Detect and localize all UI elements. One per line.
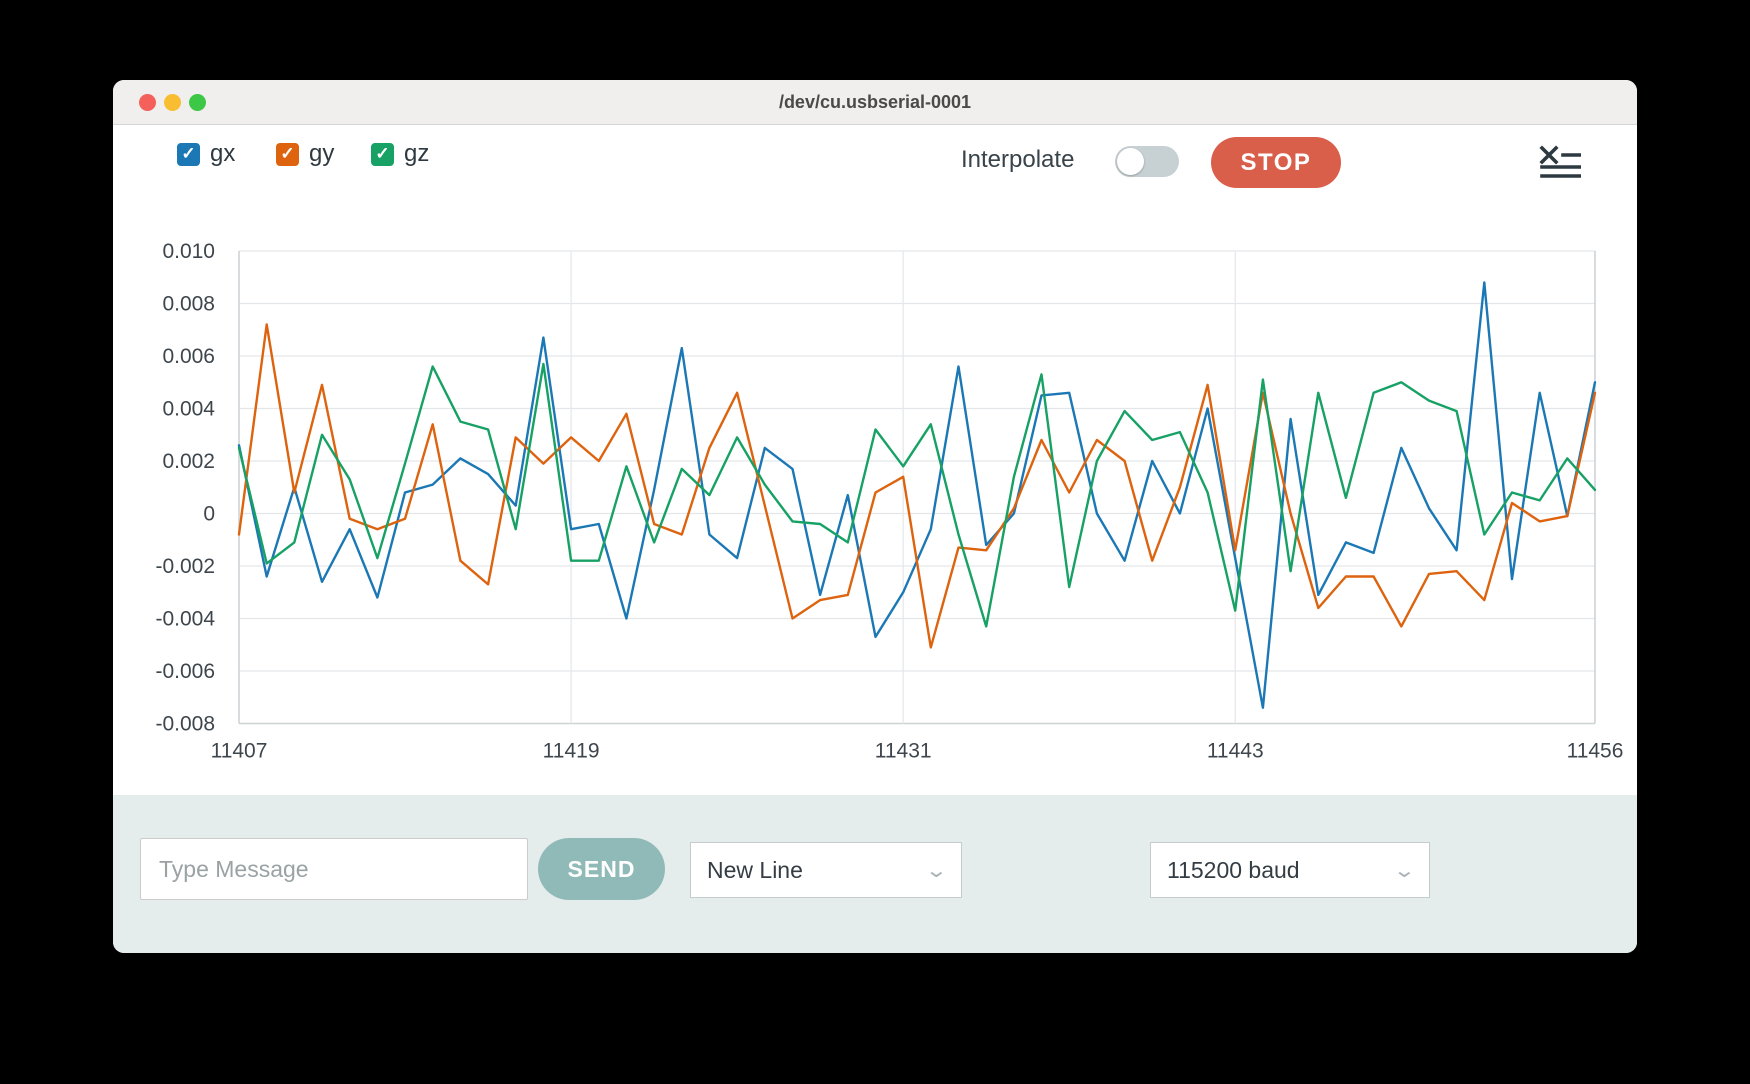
checkbox-gx-icon[interactable]: ✓ bbox=[177, 142, 200, 166]
svg-text:-0.004: -0.004 bbox=[155, 608, 215, 631]
window-title: /dev/cu.usbserial-0001 bbox=[778, 92, 972, 112]
chevron-down-icon: ⌄ bbox=[1392, 859, 1417, 882]
title-bar: /dev/cu.usbserial-0001 bbox=[113, 80, 1637, 125]
clear-list-icon[interactable] bbox=[1539, 144, 1581, 182]
baud-rate-select[interactable]: 115200 baud ⌄ bbox=[1150, 842, 1430, 898]
interpolate-toggle[interactable] bbox=[1115, 146, 1179, 177]
toggle-knob bbox=[1117, 148, 1144, 175]
message-input[interactable] bbox=[140, 838, 528, 900]
svg-text:11443: 11443 bbox=[1207, 740, 1264, 763]
svg-text:11419: 11419 bbox=[543, 740, 600, 763]
toolbar: ✓ gx ✓ gy ✓ gz Interpolate STOP bbox=[113, 126, 1637, 206]
svg-text:0.008: 0.008 bbox=[162, 293, 215, 316]
checkbox-gy-icon[interactable]: ✓ bbox=[276, 142, 299, 166]
line-ending-select[interactable]: New Line ⌄ bbox=[690, 842, 962, 898]
serial-plot: 0.010 0.008 0.006 0.004 0.002 0 -0.002 -0.004 -0… bbox=[155, 240, 1624, 763]
series-label-gx: gx bbox=[210, 140, 236, 167]
app-window: /dev/cu.usbserial-0001 ✓ gx ✓ gy ✓ gz In… bbox=[113, 80, 1637, 953]
line-ending-value: New Line bbox=[707, 856, 803, 883]
svg-text:11431: 11431 bbox=[875, 740, 932, 763]
svg-text:0.002: 0.002 bbox=[162, 450, 215, 473]
svg-text:-0.006: -0.006 bbox=[155, 660, 215, 683]
series-toggle-gz[interactable]: ✓ gz bbox=[371, 140, 429, 168]
stop-button[interactable]: STOP bbox=[1211, 137, 1341, 188]
checkbox-gz-icon[interactable]: ✓ bbox=[371, 142, 394, 166]
series-label-gz: gz bbox=[404, 140, 430, 167]
series-label-gy: gy bbox=[309, 140, 335, 167]
series-toggle-gy[interactable]: ✓ gy bbox=[276, 140, 334, 168]
svg-text:0.004: 0.004 bbox=[162, 398, 215, 421]
maximize-window-button[interactable] bbox=[189, 94, 206, 111]
series-toggle-gx[interactable]: ✓ gx bbox=[177, 140, 235, 168]
close-window-button[interactable] bbox=[139, 94, 156, 111]
svg-text:11407: 11407 bbox=[211, 740, 268, 763]
minimize-window-button[interactable] bbox=[164, 94, 181, 111]
svg-text:0: 0 bbox=[203, 503, 215, 526]
bottom-bar: SEND New Line ⌄ 115200 baud ⌄ bbox=[113, 795, 1637, 953]
svg-text:-0.002: -0.002 bbox=[155, 555, 215, 578]
svg-text:0.010: 0.010 bbox=[162, 240, 215, 263]
baud-rate-value: 115200 baud bbox=[1167, 856, 1300, 883]
chevron-down-icon: ⌄ bbox=[924, 859, 949, 882]
svg-text:0.006: 0.006 bbox=[162, 345, 215, 368]
interpolate-label: Interpolate bbox=[961, 146, 1075, 173]
svg-text:-0.008: -0.008 bbox=[155, 713, 215, 736]
svg-text:11456: 11456 bbox=[1567, 740, 1624, 763]
send-button[interactable]: SEND bbox=[538, 838, 665, 900]
